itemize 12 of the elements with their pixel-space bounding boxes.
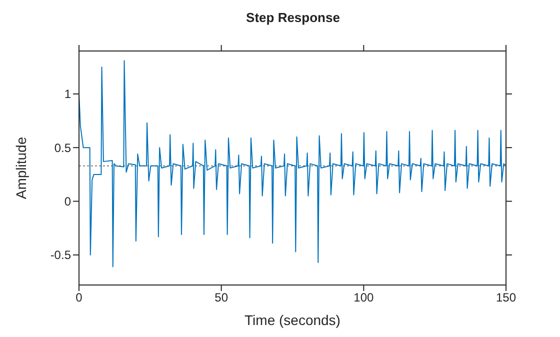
y-axis-title: Amplitude <box>12 136 29 200</box>
line-series <box>79 60 506 268</box>
chart-title: Step Response <box>245 10 341 25</box>
x-tick-label: 50 <box>214 290 228 305</box>
x-tick-label: 0 <box>76 290 83 305</box>
y-tick-label: -0.5 <box>50 248 72 262</box>
x-axis-title: Time (seconds) <box>244 312 340 328</box>
x-tick-label: 100 <box>354 290 374 305</box>
y-tick-label: 1 <box>64 87 72 102</box>
y-tick-label: 0 <box>64 194 72 209</box>
y-tick-label: 0.5 <box>54 140 72 155</box>
x-tick-label: 150 <box>496 290 516 305</box>
